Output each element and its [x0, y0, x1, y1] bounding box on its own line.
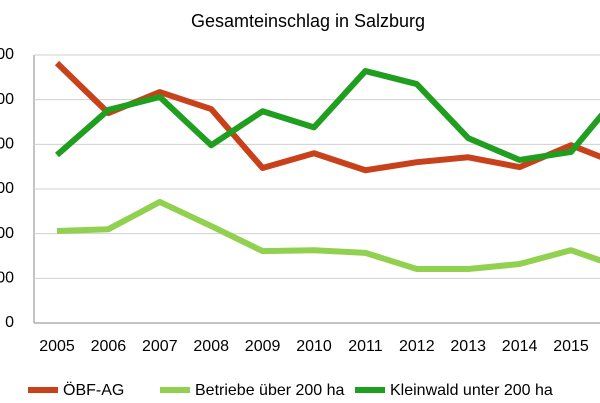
series-line [56, 198, 600, 272]
legend-label: Kleinwald unter 200 ha [390, 382, 553, 399]
x-tick-label: 2012 [399, 338, 435, 355]
x-tick-label: 2014 [502, 338, 538, 355]
y-tick-label: 600 [0, 46, 14, 63]
x-tick-label: 2009 [245, 338, 281, 355]
legend-label: ÖBF-AG [63, 381, 124, 399]
y-tick-label: 300 [0, 180, 14, 197]
x-tick-label: 2008 [193, 338, 229, 355]
x-tick-label: 2011 [348, 338, 383, 355]
legend-label: Betriebe über 200 ha [195, 382, 345, 399]
series-line [55, 68, 600, 163]
x-tick-label: 2007 [142, 338, 178, 355]
y-tick-label: 500 [0, 91, 14, 108]
y-tick-label: 100 [0, 270, 14, 287]
y-tick-label: 0 [5, 314, 14, 331]
x-tick-label: 2015 [553, 338, 589, 355]
series-line [54, 60, 600, 174]
x-tick-label: 2005 [39, 338, 75, 355]
chart-title: Gesamteinschlag in Salzburg [191, 11, 425, 31]
y-tick-label: 200 [0, 225, 14, 242]
x-tick-label: 2006 [91, 338, 127, 355]
x-tick-label: 2010 [296, 338, 332, 355]
y-tick-label: 400 [0, 136, 14, 153]
x-tick-label: 2013 [450, 338, 486, 355]
